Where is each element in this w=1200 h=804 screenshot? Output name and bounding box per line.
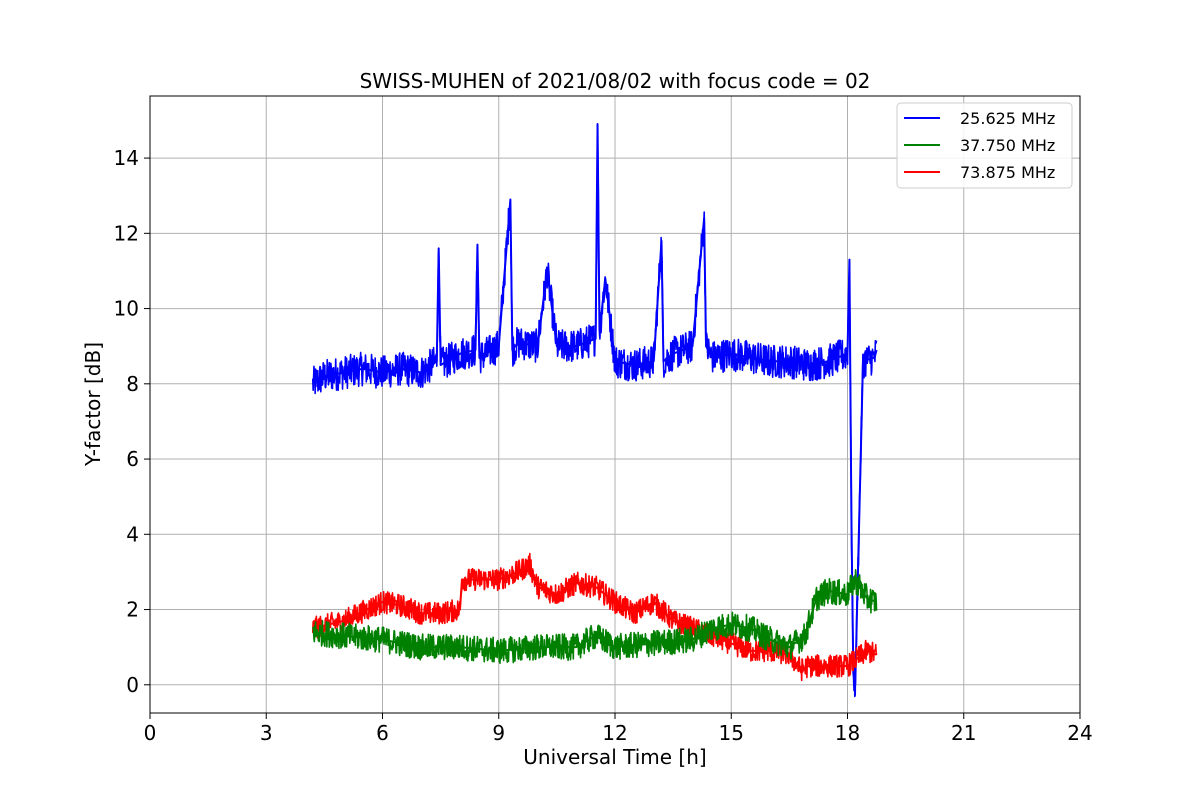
x-tick-label: 6 [376, 721, 389, 745]
legend-label-25625: 25.625 MHz [960, 109, 1055, 128]
legend-box [896, 102, 1073, 189]
x-tick-label: 18 [835, 721, 860, 745]
series-37750-mhz-trend [312, 578, 877, 652]
y-tick-label: 2 [126, 598, 139, 622]
legend-label-37750: 37.750 MHz [960, 136, 1055, 155]
y-tick-label: 8 [126, 372, 139, 396]
y-tick-label: 14 [114, 146, 139, 170]
x-tick-label: 12 [602, 721, 627, 745]
y-tick-label: 4 [126, 522, 139, 546]
x-axis-label: Universal Time [h] [523, 745, 706, 769]
series-25625-mhz-trend [312, 123, 878, 686]
x-tick-label: 3 [260, 721, 273, 745]
x-tick-label: 15 [719, 721, 744, 745]
series-37750-mhz-line [311, 568, 878, 664]
y-tick-label: 10 [114, 297, 139, 321]
y-tick-label: 0 [126, 673, 139, 697]
x-tick-label: 9 [492, 721, 505, 745]
y-axis-label: Y-factor [dB] [81, 342, 105, 467]
series-73875-mhz-trend [312, 563, 877, 671]
series-25625-mhz-line [311, 122, 878, 698]
x-tick-label: 0 [144, 721, 157, 745]
series-73875-mhz-line [311, 552, 878, 682]
legend-label-73875: 73.875 MHz [960, 163, 1055, 182]
y-tick-label: 6 [126, 447, 139, 471]
plot-series [311, 122, 878, 698]
chart-title: SWISS-MUHEN of 2021/08/02 with focus cod… [360, 69, 871, 93]
x-tick-label: 21 [951, 721, 976, 745]
legend: 25.625 MHz 37.750 MHz 73.875 MHz [896, 102, 1073, 189]
x-tick-label: 24 [1067, 721, 1092, 745]
y-tick-label: 12 [114, 221, 139, 245]
